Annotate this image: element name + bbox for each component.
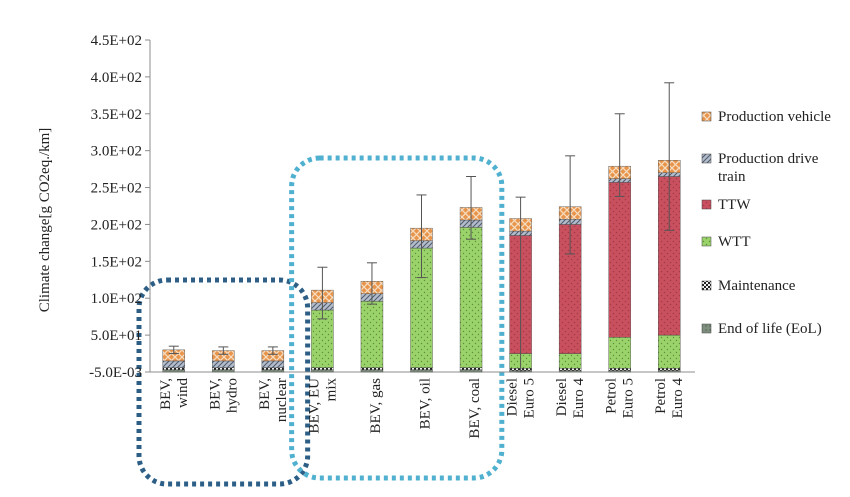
y-tick-label: 1.5E+02 [91, 254, 142, 270]
error-bar [366, 262, 377, 305]
legend-label: TTW [718, 197, 751, 213]
bar-segment-eol [360, 369, 384, 373]
bar-segment-wtt [360, 300, 384, 368]
legend-label: Production drive train [718, 151, 819, 185]
bar-segment-eol [212, 369, 235, 373]
grouping-box [136, 277, 311, 487]
legend-swatch [701, 199, 712, 210]
y-tick-label: 5.0E+01 [91, 328, 142, 344]
bar-segment-maint [410, 367, 433, 370]
bar-segment-eol [558, 370, 582, 373]
bar-segment-ttw [608, 182, 631, 338]
category-label: BEV, EUmix [306, 378, 339, 434]
bar-segment-pdt [212, 360, 235, 368]
bar-segment-eol [608, 370, 631, 373]
bar-segment-maint [658, 368, 681, 371]
bar-segment-eol [459, 369, 483, 373]
legend-swatch [701, 236, 712, 247]
y-tick-label: 3.0E+02 [91, 144, 142, 160]
y-tick-label: 4.5E+02 [91, 33, 142, 49]
y-tick-label: 3.5E+02 [91, 107, 142, 123]
bar-segment-maint [261, 367, 285, 370]
y-tick-label: 1.0E+02 [91, 291, 142, 307]
bar-segment-maint [311, 367, 334, 370]
bar-segment-pdt [162, 360, 185, 368]
y-tick-label: -5.0E-03 [89, 365, 142, 381]
legend-swatch [701, 111, 712, 122]
bar-segment-eol [658, 370, 681, 373]
bar-segment-eol [311, 369, 334, 373]
error-bar [317, 266, 328, 320]
error-bar [416, 194, 427, 279]
bar-segment-eol [410, 369, 433, 373]
error-bar [267, 346, 278, 355]
bar-segment-maint [162, 367, 185, 370]
error-bar [664, 82, 675, 231]
category-label: BEV, gas [368, 378, 384, 434]
bar-segment-maint [459, 367, 483, 370]
legend-entry: End of life (EoL) [701, 321, 822, 337]
bar-segment-wtt [658, 334, 681, 369]
bar-segment-eol [162, 369, 185, 373]
bar-segment-pdt [261, 360, 285, 368]
legend-label: Production vehicle [718, 109, 831, 125]
y-tick-label: 2.0E+02 [91, 217, 142, 233]
y-tick-label: 4.0E+02 [91, 70, 142, 86]
legend-label: WTT [718, 234, 750, 250]
category-label: BEV, coal [467, 378, 483, 439]
legend-entry: Production vehicle [701, 109, 831, 125]
error-bar [614, 113, 625, 197]
error-bar [565, 155, 576, 255]
bar-segment-maint [212, 367, 235, 370]
category-label: BEV, oil [418, 378, 434, 429]
legend-entry: TTW [701, 197, 751, 213]
category-label: PetrolEuro 4 [653, 378, 686, 419]
category-label: BEV,wind [158, 378, 191, 410]
legend-swatch [701, 153, 712, 164]
grouping-box [289, 155, 505, 481]
bar-segment-maint [558, 368, 582, 371]
category-label: BEV,hydro [207, 378, 240, 413]
legend-swatch [701, 280, 712, 291]
category-label: DieselEuro 4 [554, 378, 587, 419]
legend-entry: Production drive train [701, 151, 819, 185]
bar-segment-maint [608, 368, 631, 371]
y-axis-label: Climate change[g CO2eq./km] [37, 128, 53, 313]
category-label: BEV,nuclear [257, 378, 290, 422]
bar-segment-eol [261, 369, 285, 373]
category-label: DieselEuro 5 [505, 378, 538, 418]
error-bar [515, 196, 526, 373]
bar-segment-wtt [608, 337, 631, 369]
error-bar [218, 346, 229, 355]
error-bar [168, 345, 179, 355]
bar-segment-wtt [558, 353, 582, 369]
bar-segment-wtt [459, 227, 483, 368]
bar-segment-maint [360, 367, 384, 370]
legend-label: End of life (EoL) [718, 321, 822, 337]
y-tick-label: 2.5E+02 [91, 181, 142, 197]
legend-entry: Maintenance [701, 278, 796, 294]
legend-label: Maintenance [718, 278, 796, 294]
legend-entry: WTT [701, 234, 750, 250]
category-label: PetrolEuro 5 [604, 378, 637, 418]
error-bar [466, 175, 477, 240]
legend-swatch [701, 323, 712, 334]
